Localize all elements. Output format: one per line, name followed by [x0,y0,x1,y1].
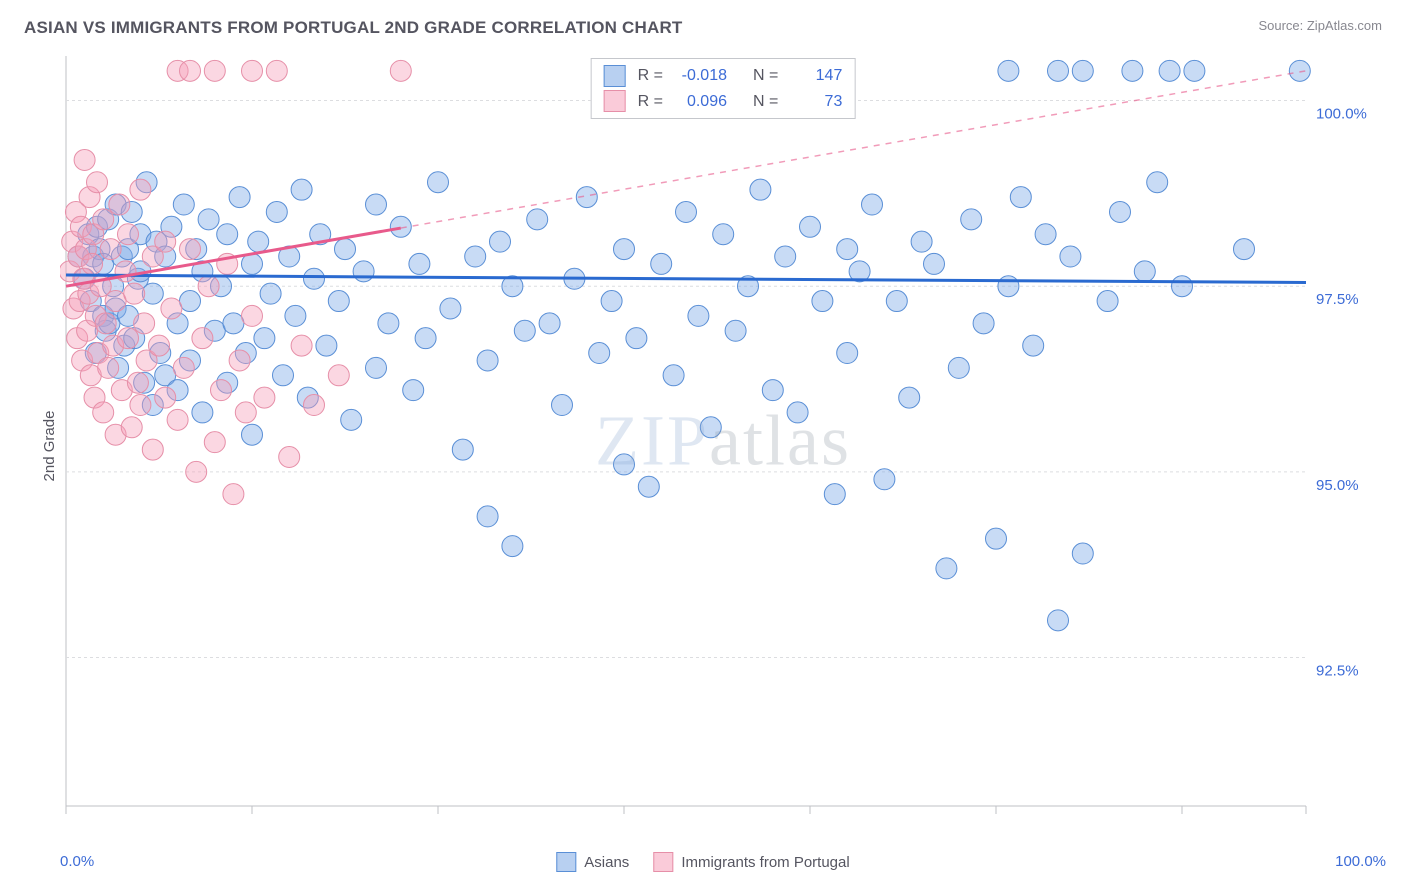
svg-text:95.0%: 95.0% [1316,477,1359,494]
source-credit: Source: ZipAtlas.com [1258,18,1382,33]
svg-text:92.5%: 92.5% [1316,662,1359,679]
x-axis-max: 100.0% [1335,853,1386,870]
scatter-chart: 92.5% 95.0% 97.5% 100.0% [60,50,1386,832]
x-axis-min: 0.0% [60,853,94,870]
source-link[interactable]: ZipAtlas.com [1307,18,1382,33]
header: ASIAN VS IMMIGRANTS FROM PORTUGAL 2ND GR… [0,0,1406,46]
x-axis-labels: 0.0% 100.0% [60,853,1386,870]
y-axis-title: 2nd Grade [41,411,58,482]
svg-text:100.0%: 100.0% [1316,106,1367,123]
correlation-legend: R = -0.018 N = 147 R = 0.096 N = 73 [591,58,856,119]
legend-row-asians: R = -0.018 N = 147 [604,63,843,89]
svg-text:97.5%: 97.5% [1316,291,1359,308]
swatch-blue [604,65,626,87]
chart-area: 92.5%95.0%97.5%100.0% ZIPatlas R = -0.01… [60,50,1386,832]
chart-title: ASIAN VS IMMIGRANTS FROM PORTUGAL 2ND GR… [24,18,683,38]
swatch-pink [604,90,626,112]
legend-row-portugal: R = 0.096 N = 73 [604,89,843,115]
